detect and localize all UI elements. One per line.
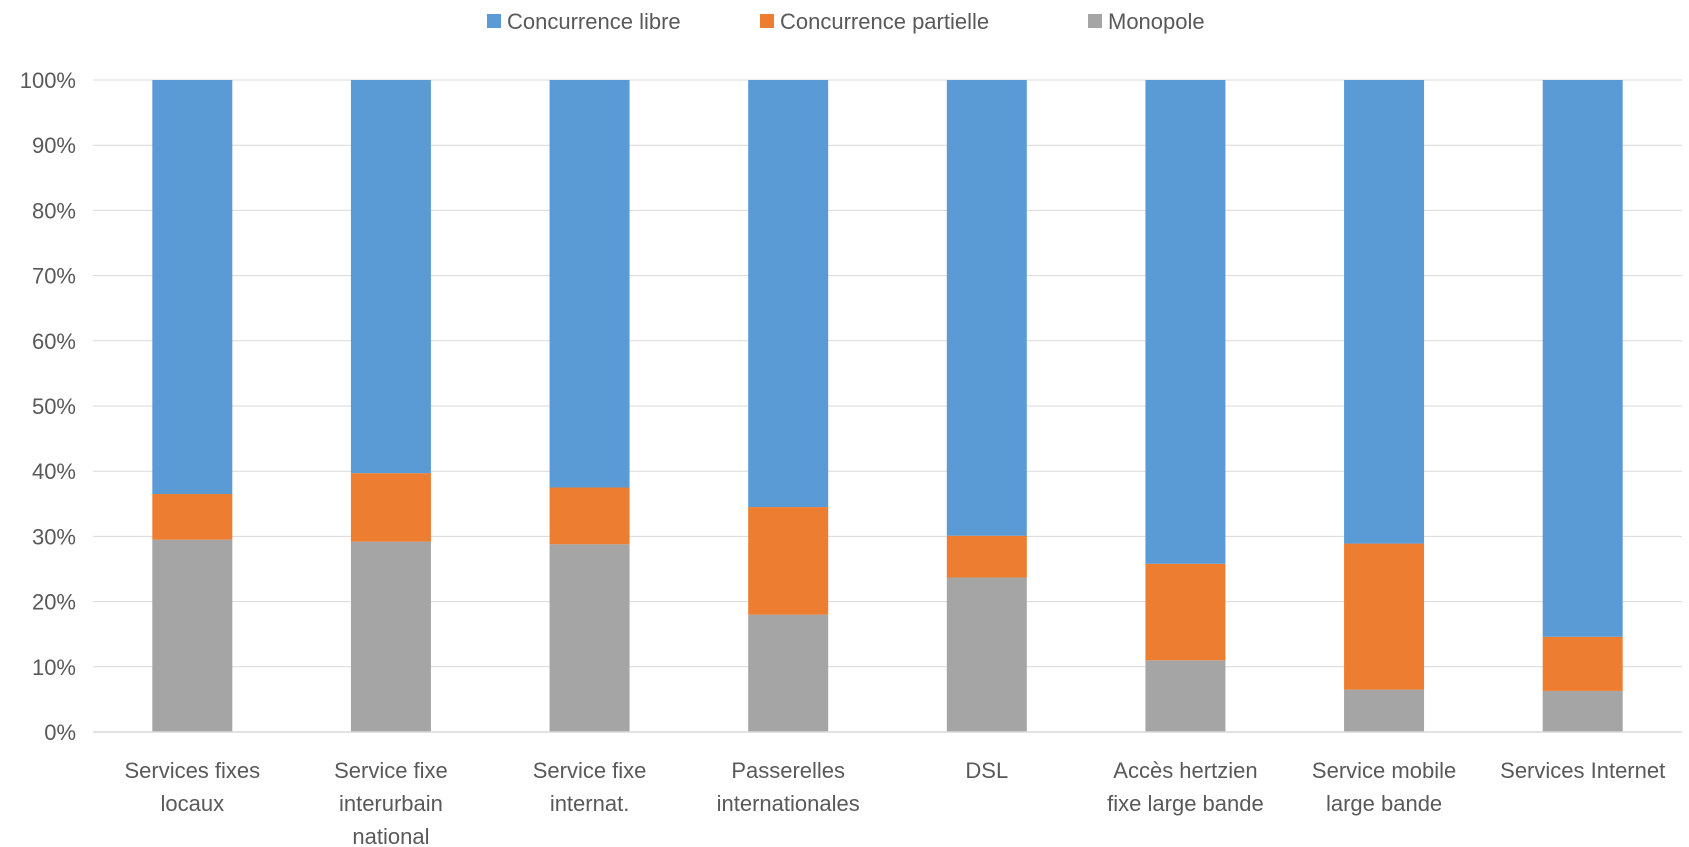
y-tick-label: 100%: [20, 68, 76, 93]
bar-segment-concurrence-partielle: [549, 487, 630, 545]
y-tick-label: 20%: [32, 590, 76, 615]
legend-item-monopole: Monopole: [1088, 9, 1205, 34]
legend-item-concurrence-partielle: Concurrence partielle: [760, 9, 989, 34]
bar-segment-monopole: [549, 544, 630, 732]
x-category-label: Service fixe interurbain national: [334, 758, 448, 847]
bar-segment-concurrence-libre: [946, 80, 1027, 536]
legend-swatch: [1088, 14, 1102, 28]
bar-segment-concurrence-libre: [748, 80, 829, 508]
legend-item-concurrence-libre: Concurrence libre: [487, 9, 681, 34]
legend-swatch: [760, 14, 774, 28]
bar-segment-monopole: [1145, 660, 1226, 732]
bar-segment-concurrence-libre: [549, 80, 630, 488]
bar-segment-concurrence-partielle: [748, 507, 829, 615]
bar-segment-concurrence-partielle: [152, 494, 233, 540]
bar-segment-concurrence-libre: [1542, 80, 1623, 637]
y-tick-label: 60%: [32, 329, 76, 354]
chart-bars: [152, 80, 1623, 732]
x-category-label: Services fixes locaux: [124, 758, 260, 816]
bar-segment-concurrence-libre: [152, 80, 233, 495]
x-category-label: Accès hertzien fixe large bande: [1107, 758, 1264, 816]
bar-segment-concurrence-partielle: [350, 473, 431, 542]
bar-segment-monopole: [748, 614, 829, 732]
bar-segment-monopole: [350, 541, 431, 732]
y-tick-label: 70%: [32, 264, 76, 289]
legend-swatch: [487, 14, 501, 28]
bar-segment-monopole: [946, 577, 1027, 732]
x-category-label: Services Internet: [1500, 758, 1665, 783]
legend-label: Concurrence libre: [507, 9, 681, 34]
y-tick-label: 90%: [32, 133, 76, 158]
y-tick-label: 40%: [32, 459, 76, 484]
y-tick-label: 30%: [32, 524, 76, 549]
bar-segment-concurrence-partielle: [1145, 563, 1226, 661]
x-axis-category-labels: Services fixes locaux Service fixe interurb…: [124, 758, 1665, 847]
y-tick-label: 0%: [44, 720, 76, 745]
legend-label: Monopole: [1108, 9, 1205, 34]
x-category-label: DSL: [965, 758, 1008, 783]
bar-segment-concurrence-libre: [1344, 80, 1425, 544]
bar-segment-monopole: [152, 539, 233, 732]
x-category-label: Passerelles internationales: [717, 758, 860, 816]
bar-segment-monopole: [1344, 689, 1425, 732]
bar-segment-concurrence-libre: [1145, 80, 1226, 564]
x-category-label: Service fixe internat.: [533, 758, 647, 816]
bar-segment-concurrence-partielle: [946, 535, 1027, 578]
x-category-label: Service mobile large bande: [1312, 758, 1456, 816]
bar-segment-concurrence-partielle: [1542, 636, 1623, 691]
chart-legend: Concurrence libre Concurrence partielle Mo…: [487, 9, 1205, 34]
y-tick-label: 10%: [32, 655, 76, 680]
bar-segment-concurrence-libre: [350, 80, 431, 474]
bar-segment-monopole: [1542, 690, 1623, 732]
bar-segment-concurrence-partielle: [1344, 543, 1425, 690]
legend-label: Concurrence partielle: [780, 9, 989, 34]
y-tick-label: 50%: [32, 394, 76, 419]
chart-gridlines: [93, 79, 1682, 668]
y-tick-label: 80%: [32, 198, 76, 223]
y-axis-tick-labels: 0% 10% 20% 30% 40% 50% 60% 70% 80% 90% 100%: [20, 68, 76, 745]
